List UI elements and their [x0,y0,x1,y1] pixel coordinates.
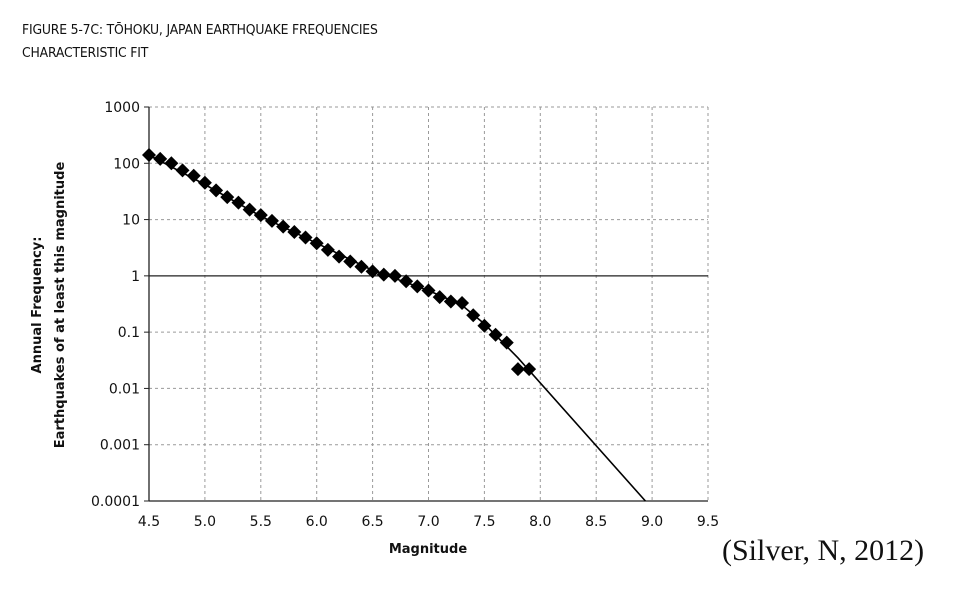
data-point [276,219,291,234]
data-point [242,202,257,217]
data-point [186,168,201,183]
data-point [387,268,402,283]
data-point [510,362,525,377]
data-point [197,175,212,190]
x-tick-label: 9.5 [697,514,719,530]
x-tick-label: 7.5 [473,514,495,530]
data-point [209,183,224,198]
tick-labels: 4.5 5.0 5.5 6.0 6.5 7.0 7.5 8.0 8.5 9.0 9.51000100… [91,100,719,530]
data-point [142,148,156,163]
data-point [477,318,492,333]
x-tick-label: 6.0 [306,514,328,530]
x-tick-label: 5.0 [194,514,216,530]
data-point [320,242,335,257]
data-point [309,236,324,251]
x-tick-label: 9.0 [641,514,663,530]
x-tick-label: 4.5 [138,514,160,530]
data-point [376,267,391,282]
data-point [253,208,268,223]
axes [144,106,708,502]
y-axis-title-line1: Annual Frequency: [30,237,45,374]
data-point [399,274,414,289]
data-point [443,294,458,309]
data-point [522,362,537,377]
x-axis-title: Magnitude [389,542,468,557]
grid-lines [149,106,709,501]
fit-line-series [148,154,646,502]
data-point [421,283,436,298]
data-point [432,290,447,305]
y-tick-label: 100 [113,156,140,172]
y-tick-label: 0.1 [118,325,140,341]
data-point [354,259,369,274]
y-tick-label: 0.001 [100,438,140,454]
data-point [220,190,235,205]
data-point [466,308,481,323]
data-point [264,213,279,228]
citation-text: (Silver, N, 2012) [722,534,925,567]
figure-subtitle: CHARACTERISTIC FIT [22,45,149,61]
data-point [410,279,425,294]
y-tick-label: 1000 [104,100,140,116]
fit-line [148,154,646,502]
data-point [332,249,347,264]
data-point [231,195,246,210]
y-tick-label: 1 [131,269,140,285]
data-point [153,151,168,166]
y-axis-title-line2: Earthquakes of at least this magnitude [53,162,68,449]
x-tick-label: 5.5 [250,514,272,530]
data-point [365,264,380,279]
data-point [455,295,470,310]
y-tick-label: 0.0001 [91,494,140,510]
data-point [499,335,514,350]
figure-title: FIGURE 5-7C: TŌHOKU, JAPAN EARTHQUAKE FR… [22,22,378,38]
x-tick-label: 7.0 [417,514,439,530]
data-point [298,230,313,245]
data-point-series [142,148,537,377]
x-tick-label: 8.5 [585,514,607,530]
y-tick-label: 10 [122,213,140,229]
data-point [175,163,190,178]
x-tick-label: 6.5 [361,514,383,530]
y-tick-label: 0.01 [109,381,140,397]
data-point [343,254,358,269]
data-point [488,327,503,342]
x-tick-label: 8.0 [529,514,551,530]
data-point [287,225,302,240]
data-point [164,156,179,171]
